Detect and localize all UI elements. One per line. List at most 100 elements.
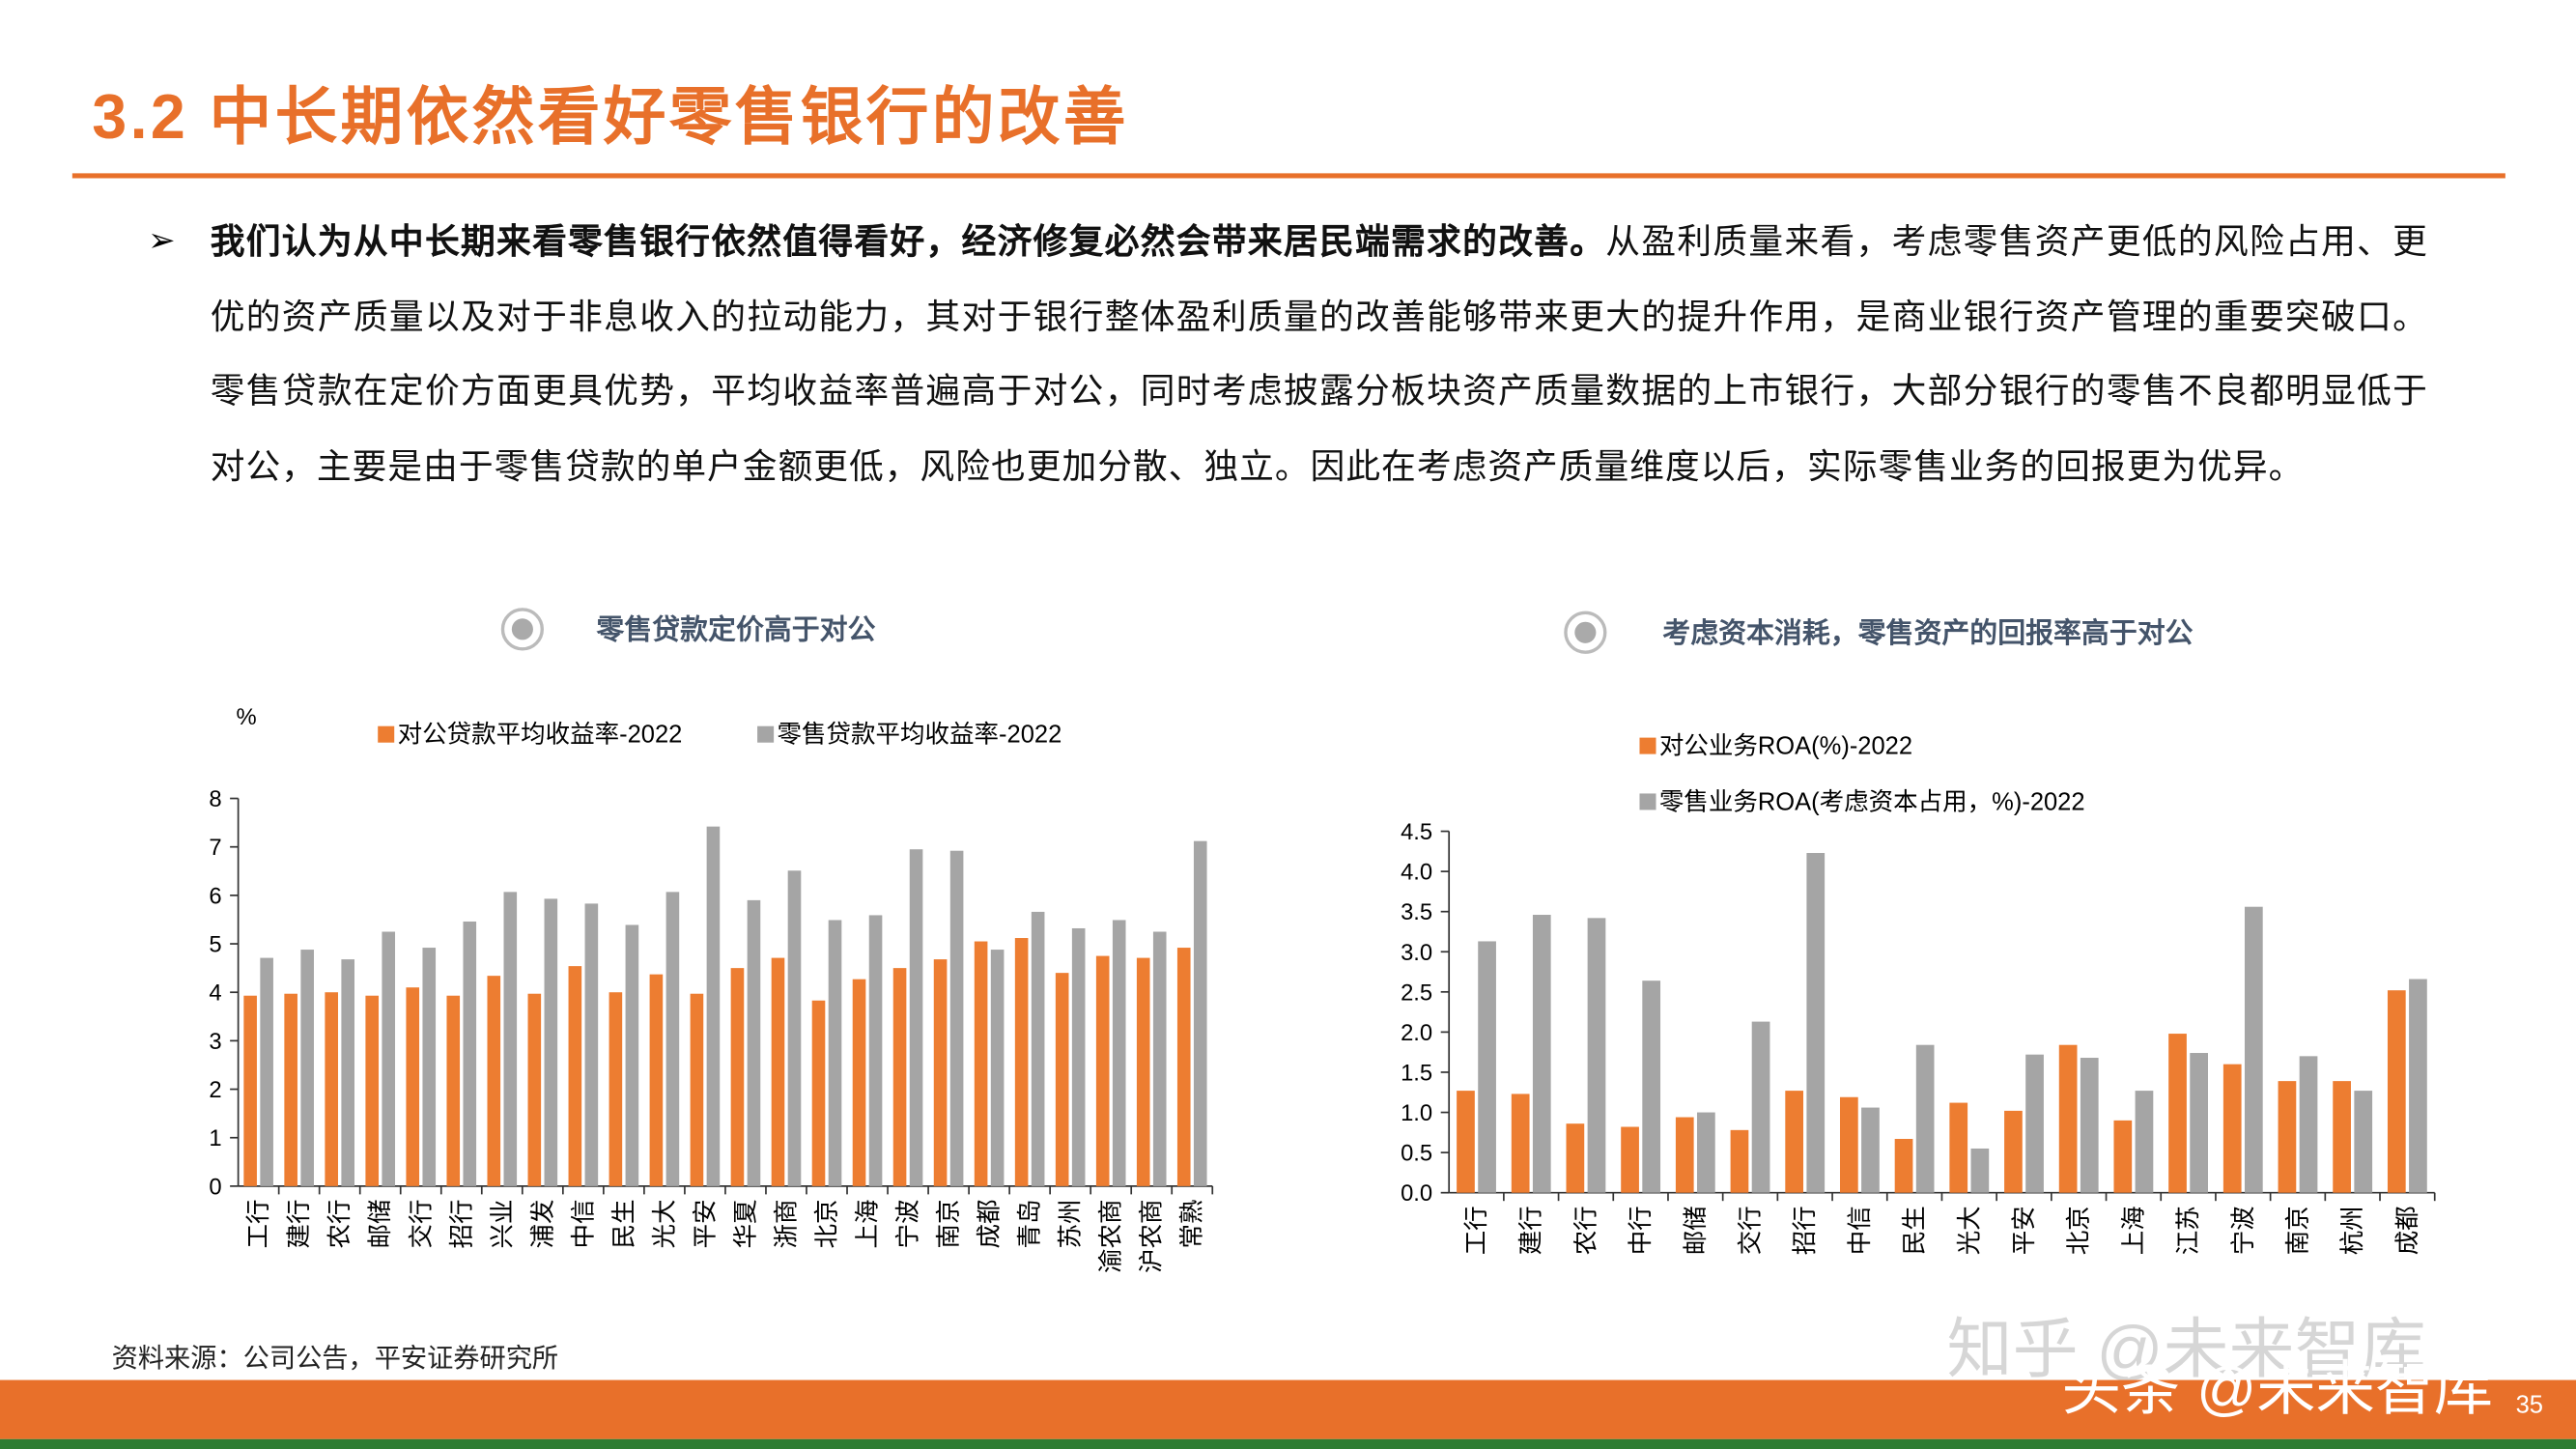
legend-swatch xyxy=(1639,793,1656,810)
chart-title: 考虑资本消耗，零售资产的回报率高于对公 xyxy=(1662,617,2193,649)
bullet: ➢ xyxy=(148,219,176,260)
footer-band xyxy=(0,1379,2576,1439)
bar xyxy=(2168,1034,2187,1193)
x-tick-label: 平安 xyxy=(2011,1206,2038,1255)
bar xyxy=(2025,1054,2044,1193)
bar xyxy=(2333,1081,2351,1193)
y-tick-label: 8 xyxy=(209,786,221,812)
y-tick-label: 0 xyxy=(209,1174,221,1200)
x-tick-label: 光大 xyxy=(1956,1206,1983,1255)
x-tick-label: 浦发 xyxy=(529,1199,556,1248)
paragraph-bold: 我们认为从中长期来看零售银行依然值得看好，经济修复必然会带来居民端需求的改善。 xyxy=(210,219,1606,262)
x-tick-label: 建行 xyxy=(286,1199,313,1248)
y-tick-label: 4 xyxy=(209,980,221,1007)
bar xyxy=(2222,1064,2242,1193)
paragraph: 我们认为从中长期来看零售银行依然值得看好，经济修复必然会带来居民端需求的改善。从… xyxy=(211,204,2428,504)
bar xyxy=(1642,980,1661,1193)
bar xyxy=(2354,1091,2373,1193)
bar xyxy=(284,993,297,1186)
x-tick-label: 华夏 xyxy=(732,1199,759,1248)
y-tick-label: 2 xyxy=(209,1077,221,1103)
bar xyxy=(909,849,923,1186)
x-tick-label: 南京 xyxy=(2284,1206,2311,1255)
bar xyxy=(260,957,273,1186)
bar xyxy=(527,993,542,1186)
title-icon xyxy=(1564,611,1607,654)
watermark: 头条 @未来智库 xyxy=(2062,1355,2493,1421)
chart-title: 零售贷款定价高于对公 xyxy=(596,614,875,646)
y-tick-label: 2.0 xyxy=(1401,1020,1432,1046)
x-tick-label: 平安 xyxy=(692,1199,719,1248)
bar xyxy=(2387,990,2406,1193)
bar xyxy=(1915,1044,1935,1193)
y-tick-label: 1.5 xyxy=(1401,1060,1432,1086)
bar xyxy=(974,941,988,1186)
x-tick-label: 民生 xyxy=(610,1199,637,1248)
bar xyxy=(1839,1096,1858,1193)
bar xyxy=(2135,1091,2154,1193)
y-axis-label: % xyxy=(237,704,257,730)
bar xyxy=(868,915,883,1186)
bar xyxy=(787,870,802,1186)
bar xyxy=(382,931,396,1186)
bar xyxy=(243,995,257,1186)
legend-label: 零售贷款平均收益率-2022 xyxy=(778,722,1062,749)
bar xyxy=(1511,1094,1530,1193)
bar xyxy=(1152,931,1167,1186)
x-tick-label: 邮储 xyxy=(1683,1206,1710,1255)
bar xyxy=(503,892,518,1186)
bar xyxy=(828,920,842,1186)
bar xyxy=(649,974,664,1186)
bar xyxy=(1675,1117,1694,1193)
bar xyxy=(463,921,477,1186)
bar xyxy=(625,924,639,1186)
legend-swatch xyxy=(757,725,775,743)
legend-label: 零售业务ROA(考虑资本占用，%)-2022 xyxy=(1659,788,2085,815)
watermark: 知乎 @未来智库 xyxy=(1947,1313,2426,1386)
bar xyxy=(1532,915,1551,1193)
bar xyxy=(609,992,623,1186)
title-icon xyxy=(500,608,544,651)
y-tick-label: 4.5 xyxy=(1401,819,1432,845)
bar xyxy=(341,959,355,1186)
bar xyxy=(690,993,704,1186)
y-tick-label: 2.5 xyxy=(1401,980,1432,1006)
bar xyxy=(2244,906,2263,1193)
x-tick-label: 光大 xyxy=(651,1199,678,1248)
bar xyxy=(1806,852,1826,1193)
x-tick-label: 中行 xyxy=(1628,1206,1655,1255)
y-tick-label: 7 xyxy=(209,835,221,861)
x-tick-label: 江苏 xyxy=(2175,1206,2202,1255)
bar xyxy=(1457,1091,1475,1193)
bar xyxy=(1785,1091,1804,1193)
bar xyxy=(1949,1102,1968,1193)
y-tick-label: 1 xyxy=(209,1125,221,1151)
x-tick-label: 南京 xyxy=(936,1199,963,1248)
x-tick-label: 农行 xyxy=(326,1199,354,1248)
y-tick-label: 0.5 xyxy=(1401,1141,1432,1167)
x-tick-label: 农行 xyxy=(1572,1206,1599,1255)
bar xyxy=(949,850,964,1186)
x-tick-label: 苏州 xyxy=(1058,1199,1085,1248)
y-tick-label: 3 xyxy=(209,1029,221,1055)
bar xyxy=(2113,1120,2133,1193)
x-tick-label: 北京 xyxy=(814,1199,841,1248)
bar xyxy=(2080,1058,2099,1193)
bar xyxy=(1055,973,1069,1186)
x-tick-label: 成都 xyxy=(977,1199,1004,1248)
bar xyxy=(300,950,314,1186)
x-tick-label: 兴业 xyxy=(489,1199,516,1248)
y-tick-label: 1.0 xyxy=(1401,1100,1432,1126)
source: 资料来源：公司公告，平安证券研究所 xyxy=(112,1343,558,1373)
footer-stripe xyxy=(0,1438,2576,1449)
bar xyxy=(1621,1126,1639,1193)
bar xyxy=(422,948,437,1186)
bar xyxy=(584,903,599,1186)
y-tick-label: 6 xyxy=(209,883,221,909)
x-tick-label: 渝农商 xyxy=(1098,1199,1125,1273)
x-tick-label: 建行 xyxy=(1518,1206,1545,1255)
bar xyxy=(1861,1107,1880,1193)
